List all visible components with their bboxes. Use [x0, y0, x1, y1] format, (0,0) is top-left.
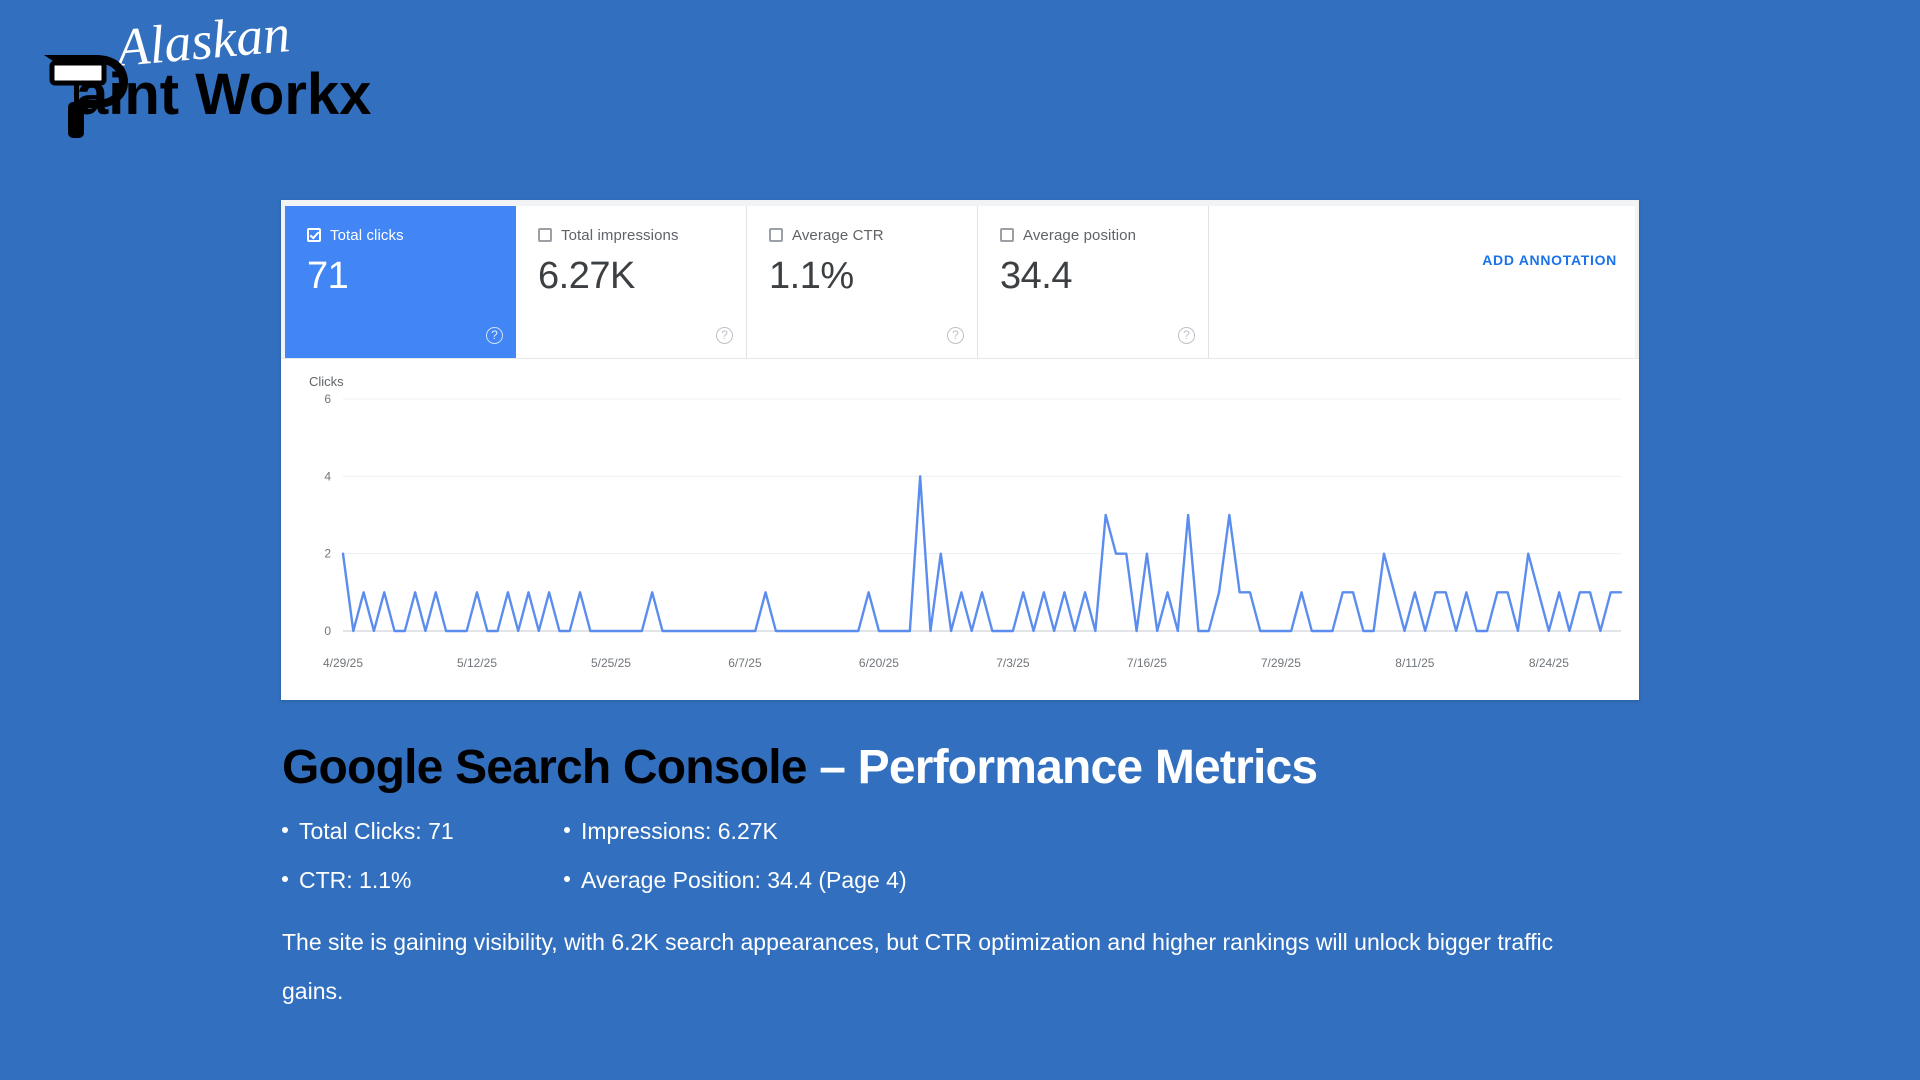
clicks-line-chart: Clicks 0 2 4 6 4/29/25 5/12/25 5/25/25 6/7/25 6/…	[281, 359, 1639, 700]
chart-x-tick-label: 5/12/25	[457, 656, 497, 670]
gsc-performance-panel: Total clicks 71 ? Total impressions 6.27…	[281, 200, 1639, 700]
bullet-text: CTR: 1.1%	[299, 867, 412, 893]
checkbox-total-clicks[interactable]	[307, 228, 321, 242]
brand-logo: Alaskan aint Workx	[30, 8, 460, 143]
help-icon-average-position[interactable]: ?	[1178, 327, 1195, 344]
chart-x-tick-label: 7/3/25	[996, 656, 1030, 670]
metric-label-average-position: Average position	[1023, 226, 1137, 244]
bullet-column-right: Average Position: 34.4 (Page 4)	[564, 867, 1612, 894]
summary-paragraph: The site is gaining visibility, with 6.2…	[282, 929, 1554, 1004]
help-icon-total-clicks[interactable]: ?	[486, 327, 503, 344]
bullet-text: Average Position: 34.4 (Page 4)	[581, 867, 907, 893]
chart-y-tick-label: 0	[324, 624, 331, 638]
logo-artwork: Alaskan aint Workx	[44, 8, 371, 138]
bullet-column-left: CTR: 1.1%	[282, 867, 564, 894]
metric-value-average-position: 34.4	[1000, 255, 1072, 297]
metric-value-average-ctr: 1.1%	[769, 255, 854, 297]
metric-head: Total impressions	[538, 226, 724, 244]
chart-x-tick-label: 7/16/25	[1127, 656, 1167, 670]
chart-x-tick-label: 5/25/25	[591, 656, 631, 670]
checkbox-average-ctr[interactable]	[769, 228, 783, 242]
add-annotation-button[interactable]: ADD ANNOTATION	[1482, 252, 1617, 268]
metric-value-total-impressions: 6.27K	[538, 255, 635, 297]
help-icon-average-ctr[interactable]: ?	[947, 327, 964, 344]
bullet-dot-icon	[564, 827, 570, 833]
metric-row-spacer: ADD ANNOTATION	[1209, 206, 1635, 358]
help-icon-total-impressions[interactable]: ?	[716, 327, 733, 344]
metric-card-average-ctr[interactable]: Average CTR 1.1% ?	[747, 206, 978, 358]
chart-line-series-clicks	[341, 475, 1623, 633]
bullet-column-right: Impressions: 6.27K	[564, 818, 1612, 845]
bullet-dot-icon	[282, 876, 288, 882]
bullet-text: Total Clicks: 71	[299, 818, 454, 844]
bullet-dot-icon	[282, 827, 288, 833]
metric-card-average-position[interactable]: Average position 34.4 ?	[978, 206, 1209, 358]
metric-label-total-clicks: Total clicks	[330, 226, 404, 244]
metric-head: Total clicks	[307, 226, 494, 244]
list-item: CTR: 1.1%	[282, 867, 564, 894]
metric-card-total-impressions[interactable]: Total impressions 6.27K ?	[516, 206, 747, 358]
page-title: Google Search Console – Performance Metr…	[282, 740, 1318, 795]
chart-x-tick-label: 8/11/25	[1395, 656, 1434, 670]
chart-x-tick-label: 8/24/25	[1529, 656, 1569, 670]
bullet-row: Total Clicks: 71 Impressions: 6.27K	[282, 818, 1612, 867]
paint-roller-icon	[44, 55, 128, 138]
chart-x-tick-label: 6/7/25	[728, 656, 762, 670]
bullet-text: Impressions: 6.27K	[581, 818, 778, 844]
list-item: Impressions: 6.27K	[564, 818, 1612, 845]
chart-x-tick-label: 7/29/25	[1261, 656, 1301, 670]
checkbox-total-impressions[interactable]	[538, 228, 552, 242]
metric-card-total-clicks[interactable]: Total clicks 71 ?	[285, 206, 516, 358]
chart-x-tick-label: 4/29/25	[323, 656, 363, 670]
bullet-dot-icon	[564, 876, 570, 882]
chart-y-tick-label: 4	[324, 469, 331, 483]
chart-x-tick-label: 6/20/25	[859, 656, 899, 670]
metric-label-average-ctr: Average CTR	[792, 226, 884, 244]
metric-head: Average CTR	[769, 226, 955, 244]
summary-bullet-list: Total Clicks: 71 Impressions: 6.27K CTR:…	[282, 818, 1612, 916]
page-title-part-dark: Google Search Console	[282, 741, 820, 794]
metric-head: Average position	[1000, 226, 1186, 244]
checkbox-average-position[interactable]	[1000, 228, 1014, 242]
list-item: Average Position: 34.4 (Page 4)	[564, 867, 1612, 894]
page-title-part-light: – Performance Metrics	[819, 741, 1318, 794]
logo-main-word: aint Workx	[76, 62, 371, 127]
chart-y-tick-label: 6	[324, 392, 331, 406]
chart-canvas: 0 2 4 6 4/29/25 5/12/25 5/25/25 6/7/25 6/20/25 7/…	[323, 392, 1623, 670]
bullet-column-left: Total Clicks: 71	[282, 818, 564, 845]
chart-y-axis-title: Clicks	[309, 374, 344, 389]
metric-label-total-impressions: Total impressions	[561, 226, 679, 244]
list-item: Total Clicks: 71	[282, 818, 564, 845]
metric-card-row: Total clicks 71 ? Total impressions 6.27…	[281, 200, 1639, 359]
bullet-row: CTR: 1.1% Average Position: 34.4 (Page 4…	[282, 867, 1612, 916]
metric-value-total-clicks: 71	[307, 255, 349, 297]
chart-y-tick-label: 2	[324, 547, 331, 561]
